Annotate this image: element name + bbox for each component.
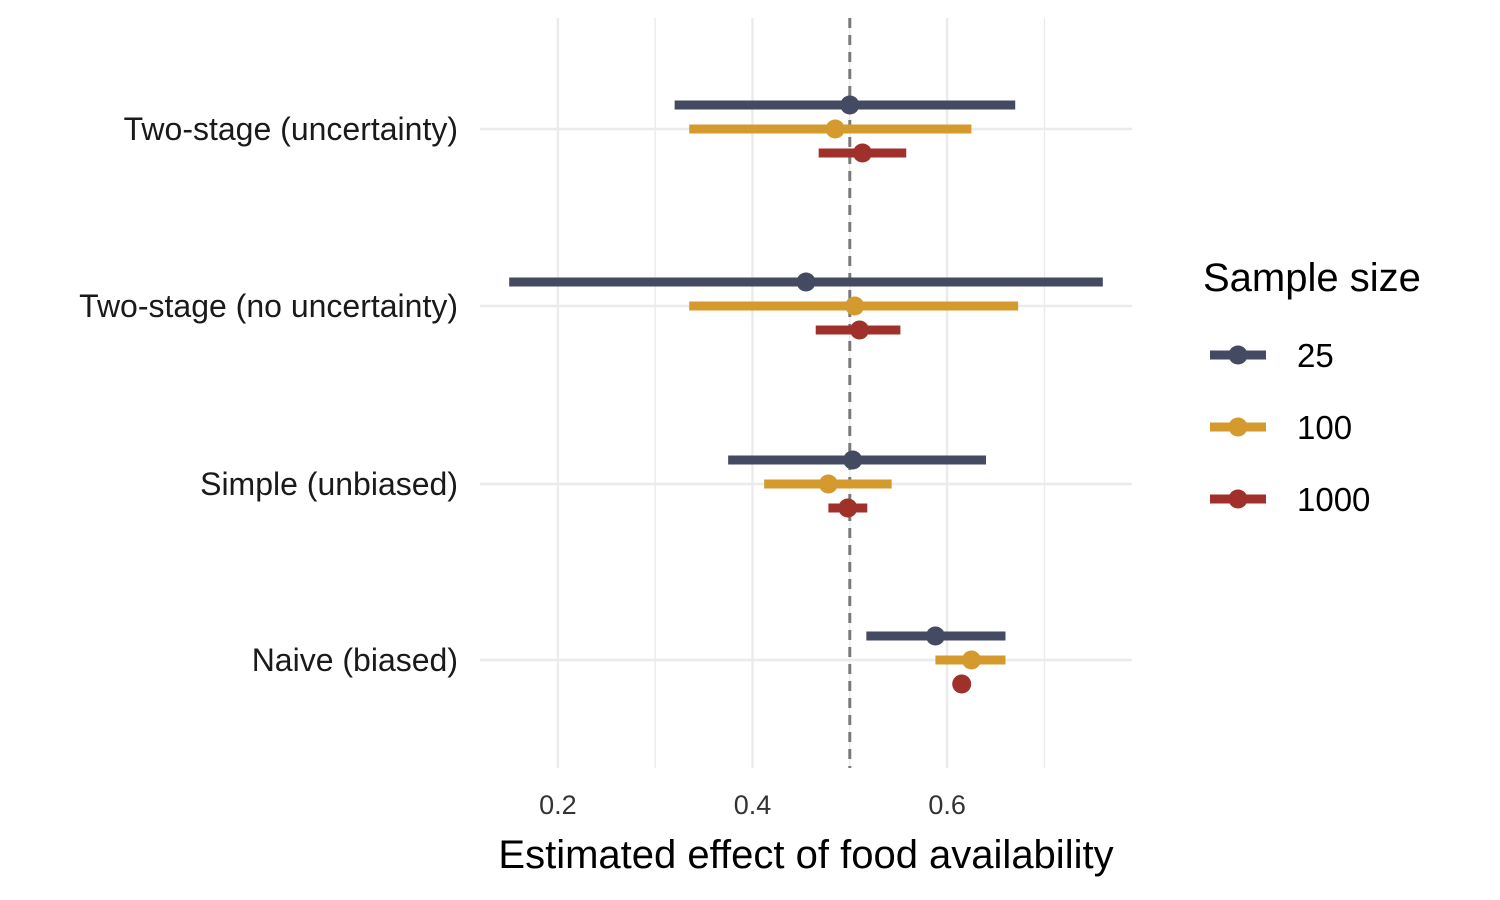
estimate-point (818, 474, 838, 494)
estimate-point (845, 296, 865, 316)
legend-label: 25 (1297, 337, 1334, 374)
estimate-point (925, 626, 945, 646)
y-axis-labels: Two-stage (uncertainty) Two-stage (no unc… (79, 111, 458, 678)
legend: Sample size 25 100 1000 (1203, 256, 1421, 518)
legend-item-25: 25 (1210, 337, 1334, 374)
y-tick-label: Naive (biased) (252, 642, 458, 678)
legend-title: Sample size (1203, 256, 1421, 300)
y-tick-label: Simple (unbiased) (200, 466, 458, 502)
estimate-point (796, 272, 816, 292)
series-1000 (815, 143, 972, 694)
estimate-point (952, 674, 972, 694)
x-axis-title: Estimated effect of food availability (498, 833, 1113, 877)
legend-label: 1000 (1297, 481, 1370, 518)
x-tick-label: 0.2 (539, 790, 577, 820)
series-25 (509, 95, 1103, 646)
x-tick-label: 0.4 (734, 790, 772, 820)
estimate-point (850, 320, 870, 340)
estimate-point (840, 95, 860, 115)
legend-key-point (1228, 345, 1248, 365)
estimate-point (843, 450, 863, 470)
legend-label: 100 (1297, 409, 1352, 446)
estimate-point (961, 650, 981, 670)
estimate-point (852, 143, 872, 163)
x-axis-labels: 0.2 0.4 0.6 (539, 790, 966, 820)
series-layer (509, 95, 1103, 694)
estimate-point (838, 498, 858, 518)
legend-key-point (1228, 417, 1248, 437)
series-100 (689, 119, 1019, 670)
y-tick-label: Two-stage (no uncertainty) (79, 288, 458, 324)
estimate-point (825, 119, 845, 139)
legend-key-point (1228, 489, 1248, 509)
legend-item-1000: 1000 (1210, 481, 1370, 518)
x-tick-label: 0.6 (928, 790, 966, 820)
y-tick-label: Two-stage (uncertainty) (124, 111, 458, 147)
legend-item-100: 100 (1210, 409, 1352, 446)
